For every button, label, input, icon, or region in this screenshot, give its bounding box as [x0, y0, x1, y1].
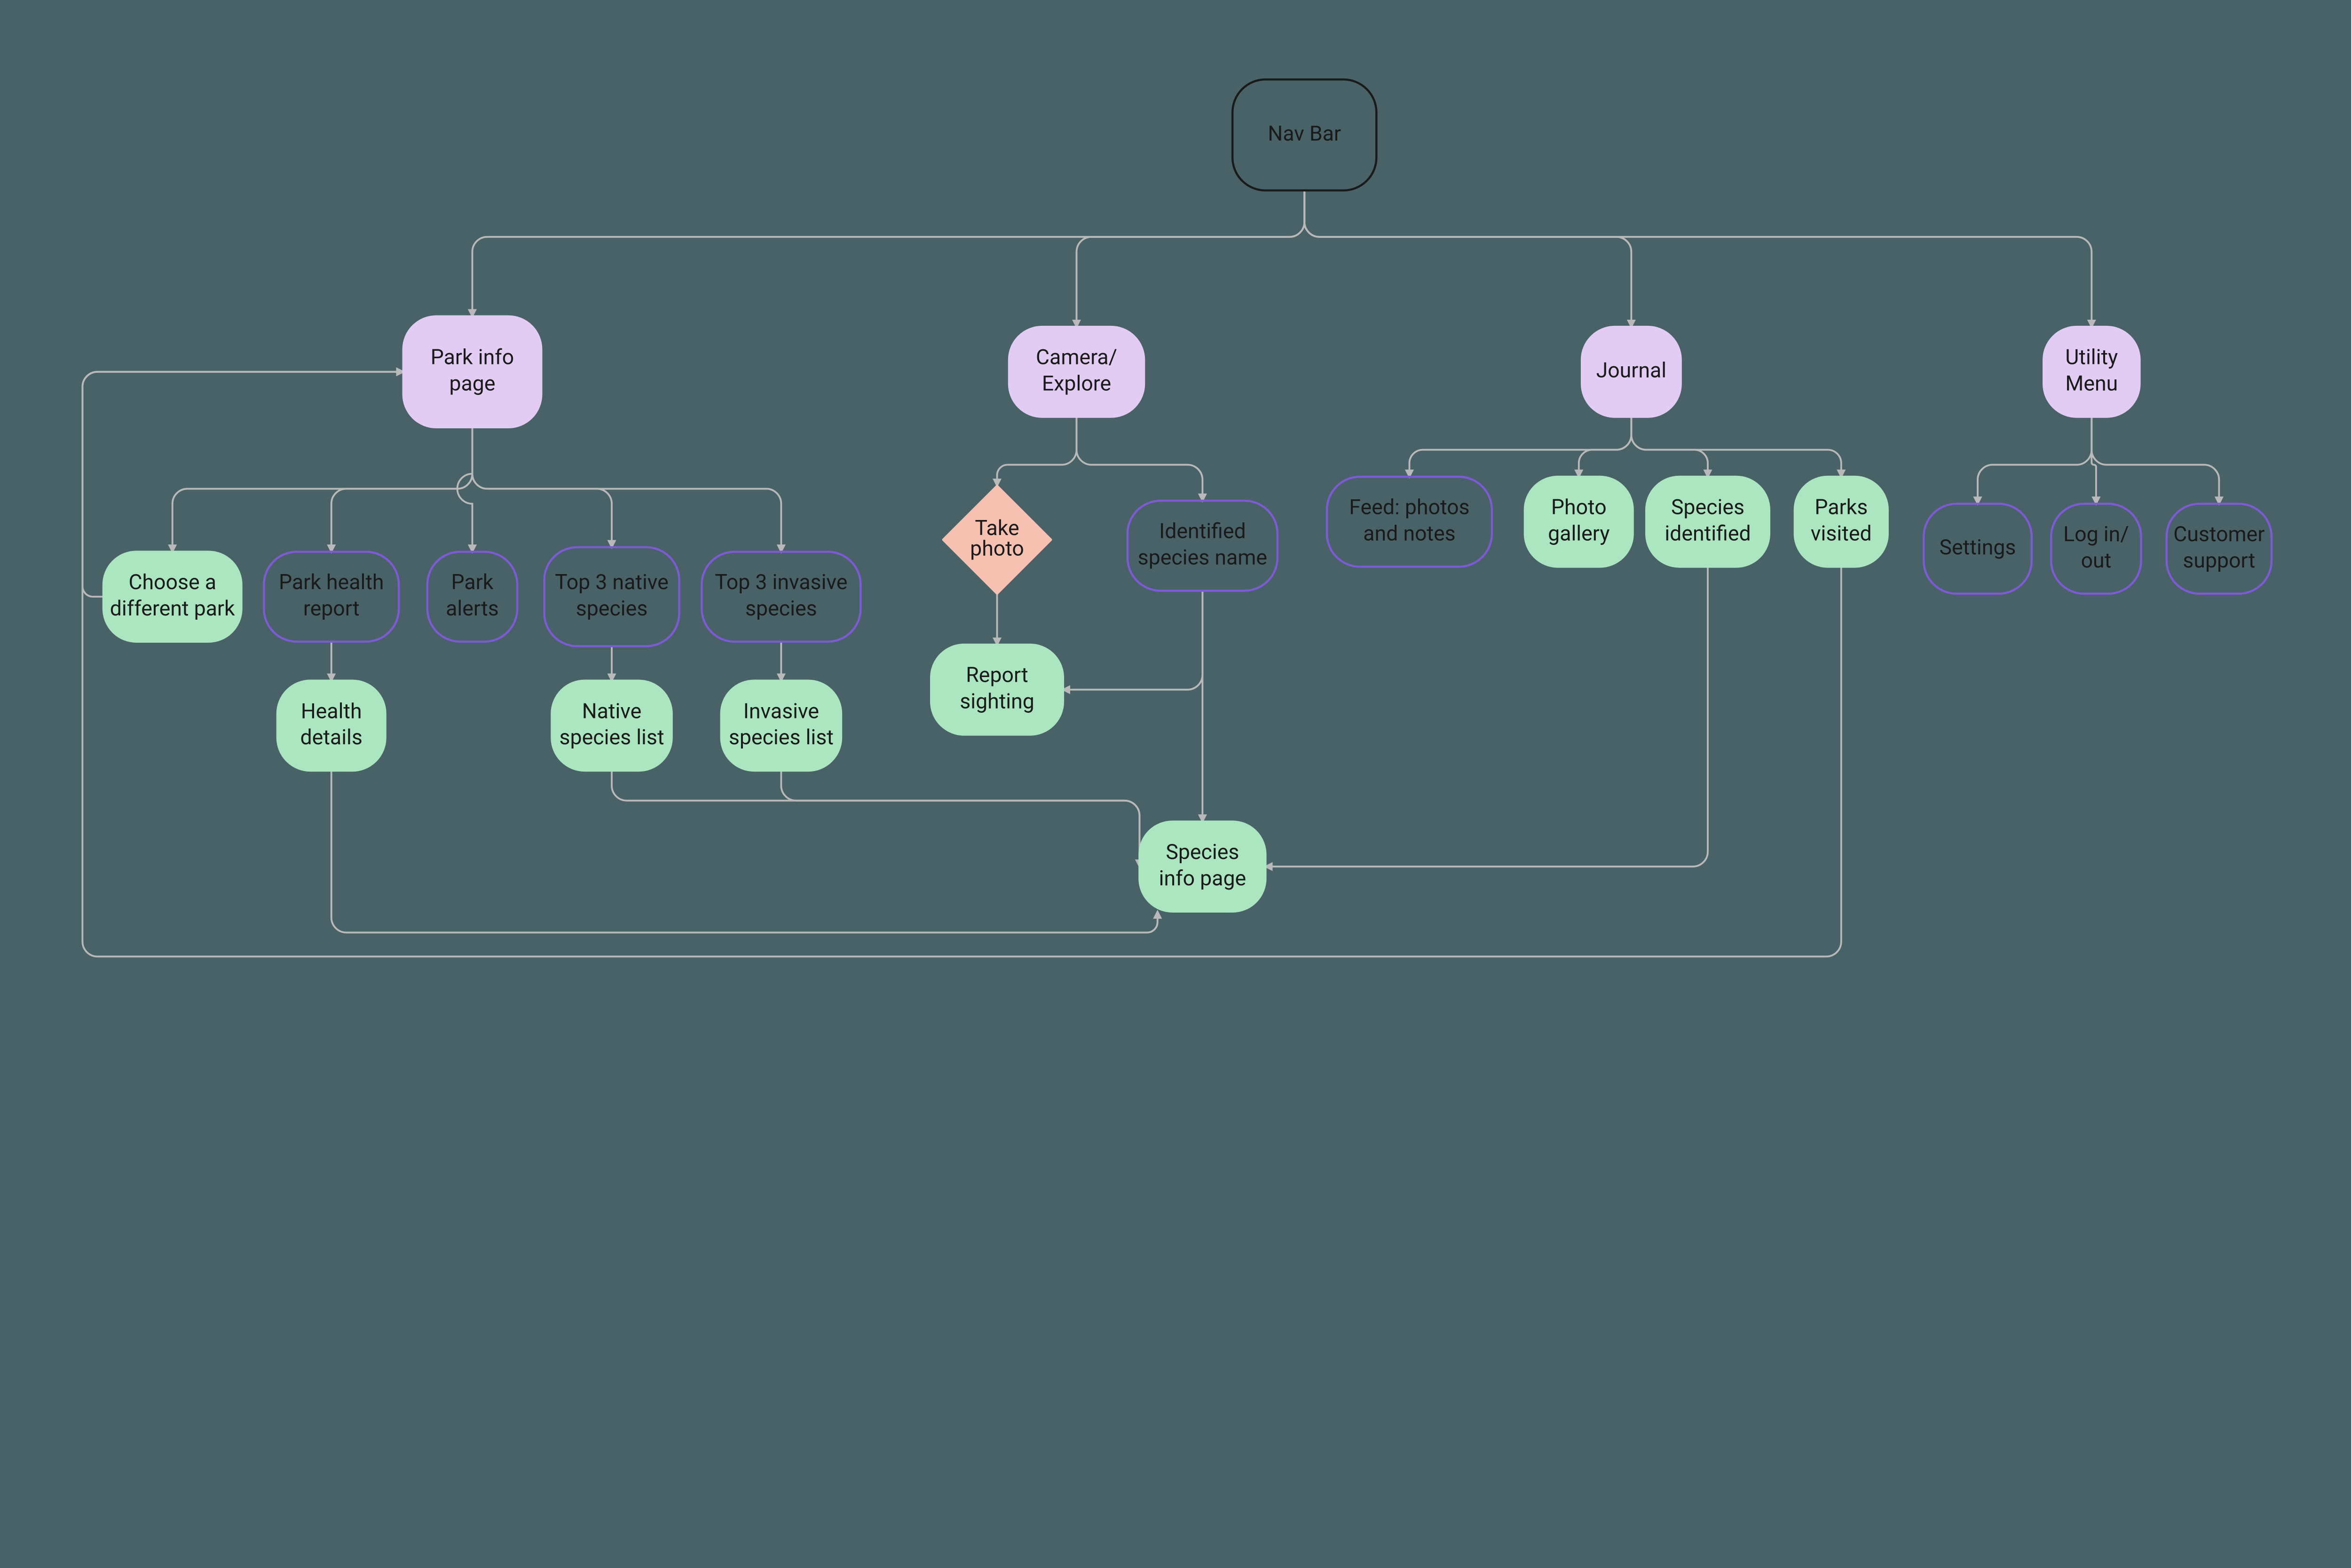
node-park-alerts: Parkalerts — [427, 552, 517, 641]
node-label: Top 3 native — [555, 570, 669, 594]
node-camera: Camera/Explore — [1009, 327, 1144, 417]
node-label: Report — [966, 663, 1028, 687]
node-label: Parks — [1815, 495, 1868, 520]
node-label: photo — [970, 536, 1024, 561]
node-label: Park health — [279, 570, 384, 594]
node-label: sighting — [960, 689, 1034, 714]
node-label: page — [449, 371, 495, 396]
node-navbar: Nav Bar — [1232, 79, 1376, 190]
node-top-invasive: Top 3 invasivespecies — [702, 552, 860, 641]
node-health-details: Healthdetails — [277, 681, 386, 771]
node-label: species list — [559, 725, 664, 749]
node-label: report — [303, 596, 360, 621]
node-species-info: Speciesinfo page — [1139, 821, 1265, 911]
node-settings: Settings — [1924, 504, 2032, 593]
node-label: Settings — [1940, 535, 2016, 559]
node-identified: Identifiedspecies name — [1128, 501, 1278, 591]
node-photo-gallery: Photogallery — [1525, 477, 1633, 567]
node-label: Nav Bar — [1268, 121, 1341, 146]
node-journal: Journal — [1582, 327, 1680, 417]
node-label: and notes — [1363, 521, 1456, 545]
node-label: out — [2081, 548, 2112, 573]
node-label: species — [576, 596, 648, 621]
node-choose-park: Choose adifferent park — [103, 552, 241, 641]
node-label: Customer — [2173, 522, 2264, 546]
node-label: identified — [1665, 521, 1751, 545]
node-label: species name — [1138, 545, 1267, 569]
node-label: Journal — [1596, 358, 1667, 383]
node-log-inout: Log in/out — [2051, 504, 2141, 593]
node-label: Menu — [2065, 371, 2118, 396]
node-utility: UtilityMenu — [2043, 327, 2139, 417]
node-top-native: Top 3 nativespecies — [544, 547, 679, 646]
node-label: Top 3 invasive — [715, 570, 847, 594]
node-label: Identified — [1159, 519, 1246, 544]
node-label: Explore — [1042, 371, 1111, 396]
node-label: Utility — [2065, 345, 2118, 370]
nodes-layer: Nav Bar Park infopage Camera/Explore Journa… — [103, 79, 2272, 912]
node-label: Species — [1166, 840, 1239, 864]
node-label: Photo — [1551, 495, 1607, 520]
node-report-sight: Reportsighting — [931, 645, 1063, 734]
node-label: different park — [110, 596, 235, 621]
node-label: alerts — [446, 596, 499, 621]
node-label: Health — [301, 699, 362, 723]
node-label: Species — [1671, 495, 1744, 520]
node-take-photo: Takephoto — [943, 486, 1051, 594]
node-label: Log in/ — [2063, 522, 2129, 546]
node-native-list: Nativespecies list — [552, 681, 671, 771]
node-label: Feed: photos — [1349, 495, 1469, 520]
node-label: Camera/ — [1036, 345, 1117, 370]
node-support: Customersupport — [2167, 504, 2272, 593]
node-label: Choose a — [128, 570, 216, 594]
node-park-info: Park infopage — [403, 316, 541, 427]
node-label: details — [300, 725, 363, 749]
node-label: gallery — [1548, 521, 1609, 545]
node-label: species — [745, 596, 817, 621]
node-invasive-list: Invasivespecies list — [721, 681, 841, 771]
node-label: species list — [729, 725, 834, 749]
node-label: Park info — [431, 345, 514, 370]
node-label: Park — [451, 570, 494, 594]
node-label: visited — [1811, 521, 1872, 545]
node-label: Native — [582, 699, 642, 723]
node-species-ident: Speciesidentified — [1646, 477, 1769, 567]
node-label: support — [2183, 548, 2255, 573]
node-feed: Feed: photosand notes — [1327, 477, 1492, 567]
node-parks-visited: Parksvisited — [1795, 477, 1888, 567]
node-label: info page — [1159, 866, 1247, 890]
flowchart-canvas: Nav Bar Park infopage Camera/Explore Journa… — [0, 0, 2351, 1045]
node-health-report: Park healthreport — [264, 552, 399, 641]
node-label: Invasive — [743, 699, 819, 723]
